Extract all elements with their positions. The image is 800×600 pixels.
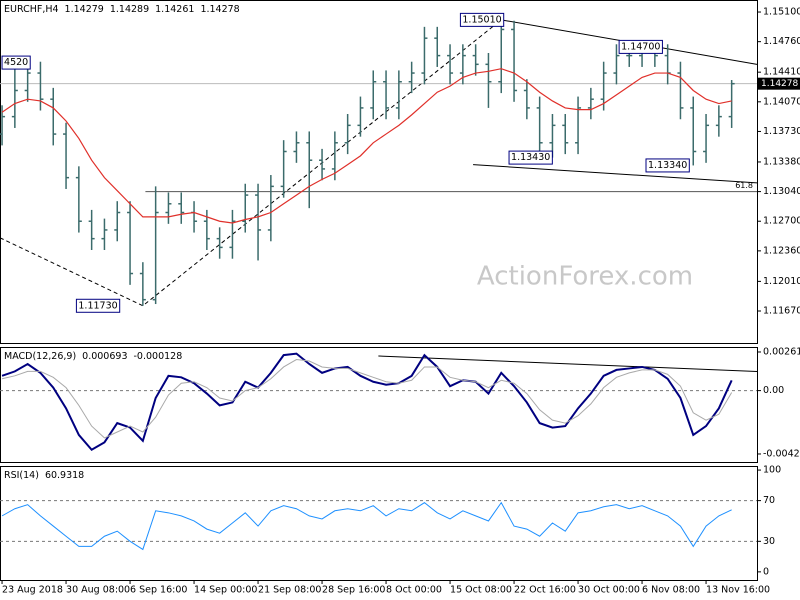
level-label: 61.8 [735,181,753,190]
x-tick-label: 13 Nov 16:00 [706,585,770,596]
header-value: 1.14279 [65,4,104,15]
x-tick-label: 14 Sep 00:00 [194,585,257,596]
annotation-label: 1.13340 [648,160,687,171]
price-box-label: 1.14278 [761,79,798,89]
x-tick-label: 8 Oct 00:00 [386,585,442,596]
y-tick-label: 1.11670 [763,306,800,317]
x-tick-label: 6 Sep 16:00 [130,585,187,596]
annotation-box [618,39,663,54]
x-tick-label: 23 Aug 2018 [2,585,63,596]
y-tick-label: 100 [763,465,781,476]
y-tick-label: 1.14070 [763,96,800,107]
trendline [473,164,758,184]
header-value: 0.000693 [82,351,127,362]
y-tick-label: 1.15100 [763,7,800,18]
trendline [0,19,502,307]
panel-header: RSI(14) 60.9318 [4,470,84,481]
header-value: 1.14289 [110,4,149,15]
panel-title: EURCHF,H4 [4,4,59,15]
annotation-label: 4520 [4,57,28,68]
header-value: 60.9318 [45,470,84,481]
panel-frame [0,0,758,344]
panel-frame [0,466,758,581]
panel-title: MACD(12,26,9) [4,351,76,362]
annotation-box [508,150,553,165]
y-tick-label: 70 [763,495,775,506]
trendline [378,355,758,373]
panel-header: EURCHF,H4 1.14279 1.14289 1.14261 1.14278 [4,4,240,15]
y-tick-label: 1.14410 [763,67,800,78]
header-value: 1.14278 [200,4,239,15]
annotation-box [75,298,121,313]
y-tick-label: 1.12010 [763,276,800,287]
moving-average [1,68,732,224]
y-tick-label: 1.13730 [763,126,800,137]
panel-header: MACD(12,26,9) 0.000693 -0.000128 [4,351,182,362]
annotation-box [459,12,505,27]
y-tick-label: 1.12700 [763,216,800,227]
x-tick-label: 22 Oct 16:00 [514,585,576,596]
header-value: 1.14261 [155,4,194,15]
annotation-label: 1.13430 [511,152,550,163]
price-box [757,77,800,90]
indicator-line [1,352,733,452]
y-tick-label: 1.13380 [763,156,800,167]
y-tick-label: 30 [763,536,775,547]
annotation-label: 1.11730 [78,300,117,311]
annotation-box [645,158,690,173]
x-tick-label: 30 Aug 08:00 [66,585,130,596]
y-tick-label: 1.13040 [763,186,800,197]
y-tick-label: 1.12360 [763,245,800,256]
annotation-label: 1.14700 [621,41,660,52]
watermark: ActionForex.com [477,262,693,292]
x-tick-label: 21 Sep 08:00 [258,585,321,596]
panel-frame [0,347,758,463]
annotation-label: 1.15010 [462,14,501,25]
y-tick-label: 0.002613 [763,346,800,357]
y-tick-label: 0.00 [763,385,784,396]
annotation-box [1,55,31,70]
x-tick-label: 28 Sep 16:00 [322,585,385,596]
y-tick-label: 0 [763,566,769,577]
x-tick-label: 6 Nov 08:00 [642,585,700,596]
indicator-line [1,501,732,551]
x-tick-label: 15 Oct 08:00 [450,585,512,596]
y-tick-label: -0.004287 [763,448,800,459]
x-tick-label: 30 Oct 00:00 [578,585,640,596]
indicator-line [1,359,733,439]
panel-title: RSI(14) [4,470,39,481]
y-tick-label: 1.14760 [763,36,800,47]
header-value: -0.000128 [134,351,183,362]
